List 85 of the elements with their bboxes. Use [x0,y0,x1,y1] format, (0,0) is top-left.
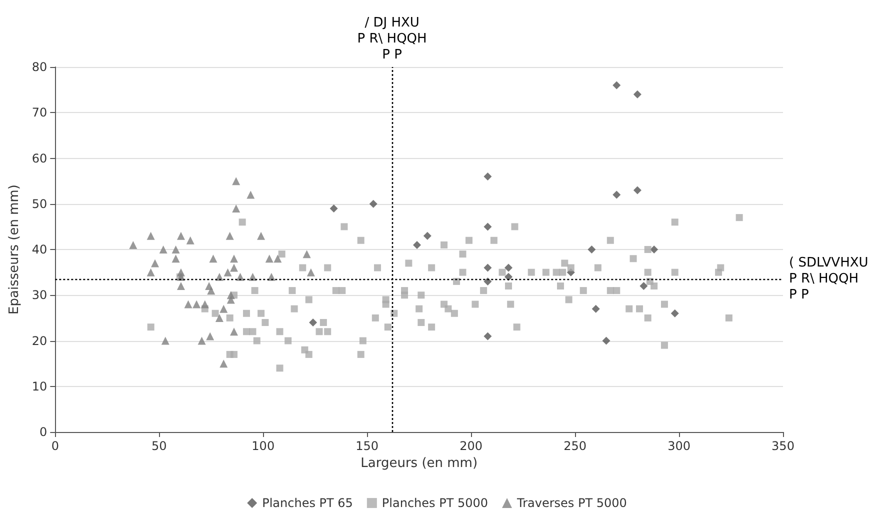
point [129,240,138,249]
point [504,272,513,281]
point [484,332,492,340]
point [670,309,679,318]
y-tick-label: 20 [32,334,48,348]
point [484,222,492,231]
y-tick-label: 30 [32,288,48,302]
point [230,328,238,336]
point [220,360,228,368]
x-tick-label: 150 [356,439,379,453]
point [236,272,244,281]
point [484,277,492,286]
point [146,232,155,240]
point [198,336,206,345]
x-tick-label: 350 [772,439,794,453]
point [176,282,185,290]
x-tick-label: 100 [252,439,275,453]
point [257,232,266,240]
point [146,268,155,276]
point [330,204,338,212]
x-tick-label: 300 [668,439,690,453]
point [220,304,228,313]
x-axis-title: Largeurs (en mm) [360,456,478,471]
point [265,254,274,263]
y-tick-label: 40 [32,242,48,256]
point [413,240,422,249]
point [602,336,610,345]
point [302,250,311,258]
point [226,296,235,304]
point [274,254,282,263]
point [633,90,642,98]
point [588,246,596,254]
point [176,232,185,240]
point [484,172,492,180]
y-axis-title: Epaisseurs (en mm) [7,184,22,314]
point [150,259,159,268]
point [215,314,224,322]
point [369,200,378,208]
point [226,232,234,240]
y-tick-label: 70 [32,106,48,120]
point [172,246,180,254]
point [200,300,209,308]
y-tick-label: 0 [40,425,48,439]
point [246,190,255,199]
point [206,332,214,340]
point [633,186,642,194]
point [224,268,232,276]
point [484,264,492,272]
legend-label: Traverses PT 5000 [516,496,627,510]
point [640,282,648,290]
point [232,204,240,212]
x-tick-label: 200 [460,439,483,453]
point [207,286,216,295]
point [186,236,194,244]
point [309,318,318,326]
point [184,300,192,308]
legend-label: Planches PT 65 [262,496,353,510]
y-tick-label: 60 [32,151,48,166]
y-tick-label: 80 [32,60,48,74]
x-tick-label: 0 [51,439,59,453]
ref-line-label: ( SDLVVHXU P R\ HQQH P P [789,256,868,303]
point [209,254,218,263]
x-tick-label: 250 [564,439,586,453]
legend-label: Planches PT 5000 [382,496,488,510]
y-tick-label: 10 [32,379,48,394]
point [215,272,224,281]
point [592,304,600,313]
point [161,336,170,345]
point [159,246,168,254]
point [306,268,315,276]
point [504,264,513,272]
x-tick-label: 50 [152,439,167,453]
point [232,177,240,186]
point [267,272,276,281]
point [230,264,238,272]
point [192,300,201,308]
point [423,232,432,240]
point [230,254,238,263]
point [248,272,257,281]
point [612,190,621,199]
ref-line-label: / DJ HXU P R\ HQQH P P [357,16,427,62]
point [612,81,621,90]
y-tick-label: 50 [32,196,48,211]
point [172,254,180,263]
point [650,246,658,254]
